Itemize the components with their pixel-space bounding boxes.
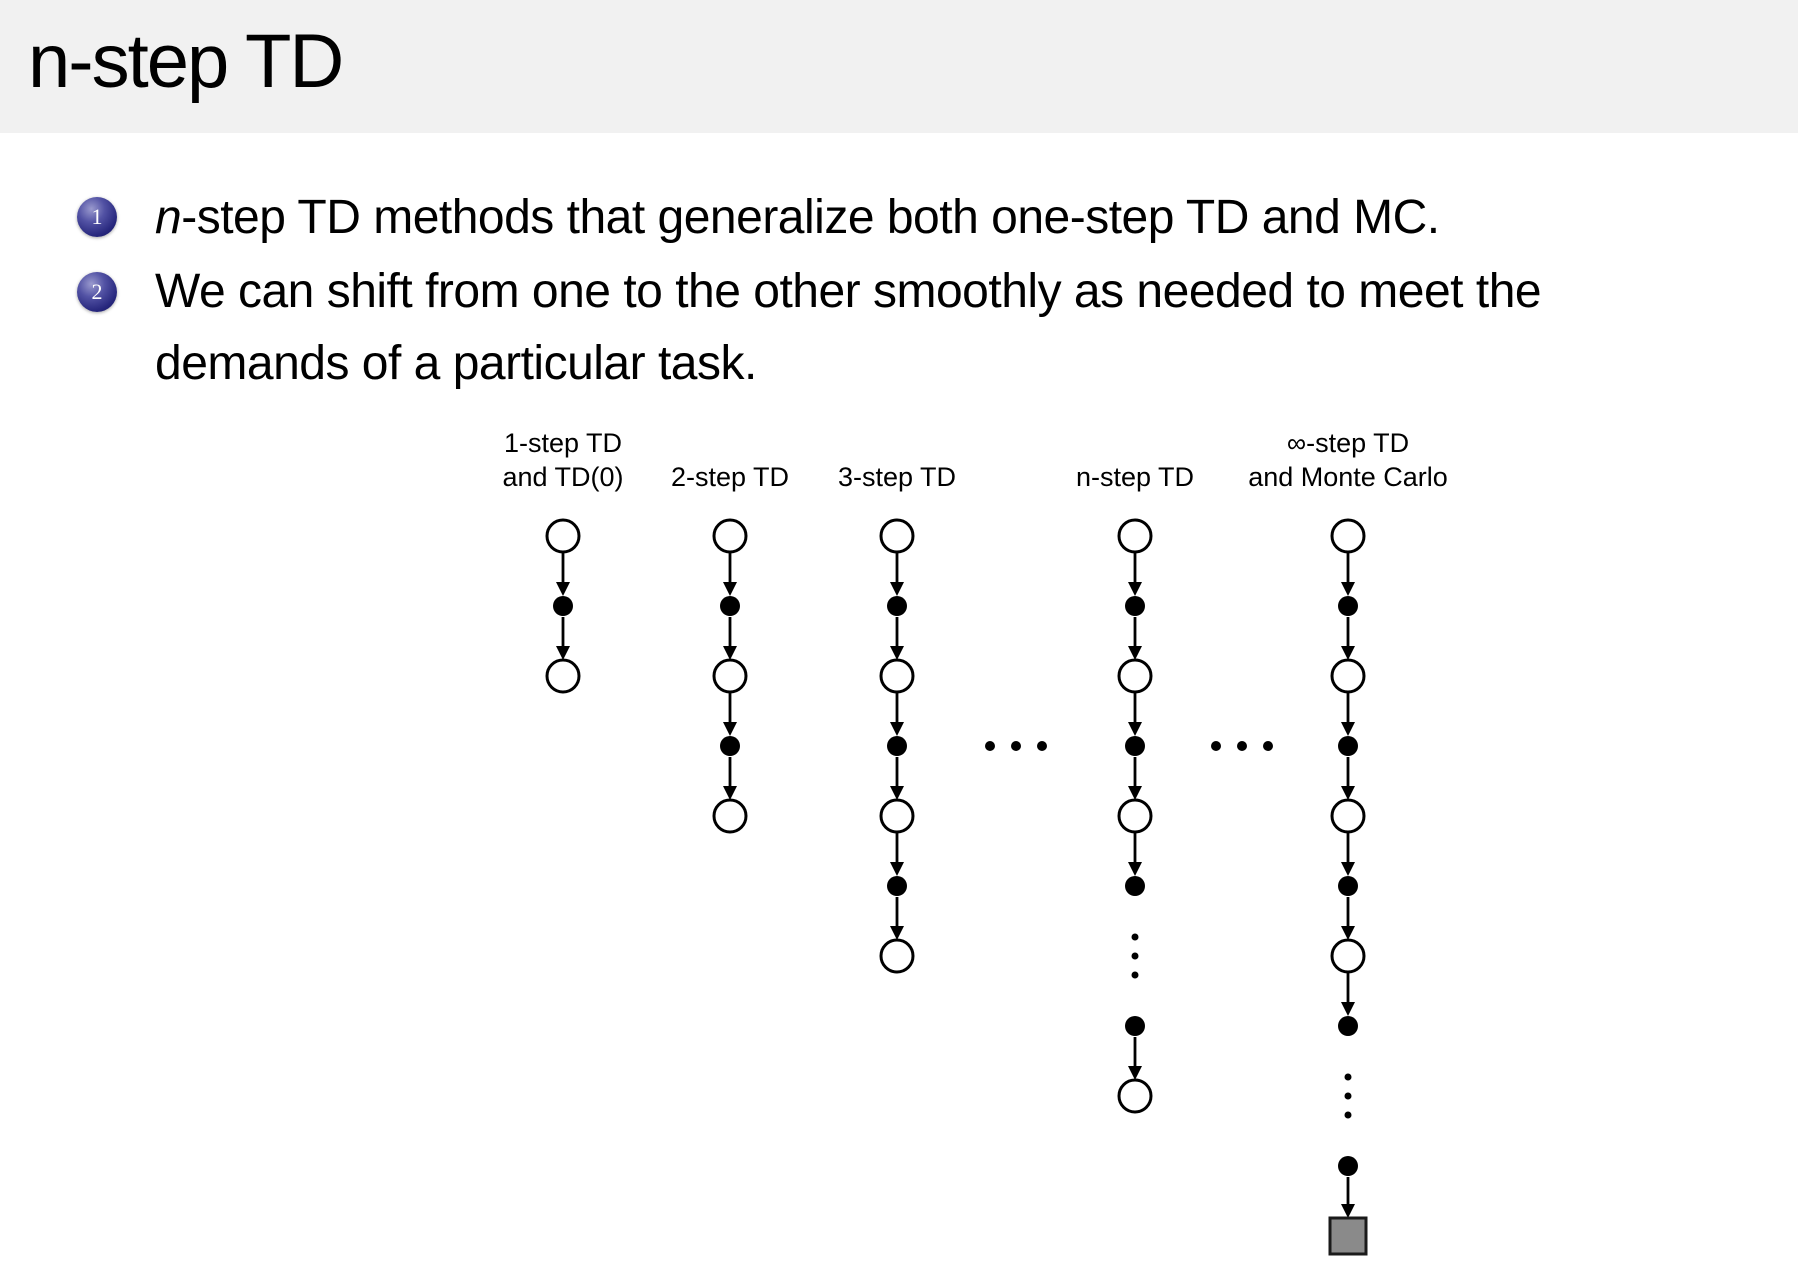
vertical-ellipsis-dot — [1344, 1111, 1352, 1119]
action-node — [1338, 1016, 1358, 1036]
arrow-head — [1341, 646, 1355, 660]
arrow-head — [723, 722, 737, 736]
arrow-head — [1341, 722, 1355, 736]
arrow-head — [890, 582, 904, 596]
vertical-ellipsis-dot — [1131, 952, 1139, 960]
state-node — [879, 798, 915, 834]
state-node — [712, 658, 748, 694]
arrow-head — [890, 722, 904, 736]
arrow-head — [1341, 786, 1355, 800]
arrow-head — [723, 646, 737, 660]
state-node — [712, 518, 748, 554]
state-node — [1117, 518, 1153, 554]
action-node — [1125, 736, 1145, 756]
column-label: 2-step TD — [671, 462, 789, 492]
column-label: ∞-step TD — [1287, 428, 1409, 458]
bullet-ball-2: 2 — [77, 272, 117, 312]
action-node — [1125, 1016, 1145, 1036]
state-node — [1330, 658, 1366, 694]
arrow-head — [723, 786, 737, 800]
column-label: and Monte Carlo — [1248, 462, 1448, 492]
arrow-head — [1341, 926, 1355, 940]
vertical-ellipsis-dot — [1131, 971, 1139, 979]
bullet-number: 2 — [91, 279, 103, 304]
action-node — [1338, 1156, 1358, 1176]
arrow-head — [1341, 582, 1355, 596]
horizontal-ellipsis-dot — [985, 741, 995, 751]
state-node — [879, 658, 915, 694]
vertical-ellipsis-dot — [1344, 1073, 1352, 1081]
arrow-head — [1128, 1066, 1142, 1080]
italic-n: n — [155, 191, 182, 244]
action-node — [1338, 596, 1358, 616]
column-label: 1-step TD — [504, 428, 622, 458]
state-node — [1117, 658, 1153, 694]
arrow-head — [723, 582, 737, 596]
action-node — [887, 596, 907, 616]
arrow-head — [890, 862, 904, 876]
arrow-head — [890, 646, 904, 660]
column-label: and TD(0) — [502, 462, 623, 492]
action-node — [1125, 876, 1145, 896]
arrow-head — [1128, 646, 1142, 660]
state-node — [1330, 798, 1366, 834]
horizontal-ellipsis-dot — [1211, 741, 1221, 751]
action-node — [720, 736, 740, 756]
state-node — [545, 518, 581, 554]
bullet-text-1: n-step TD methods that generalize both o… — [155, 191, 1440, 244]
column-label: 3-step TD — [838, 462, 956, 492]
slide-title: n-step TD — [28, 19, 344, 104]
vertical-ellipsis-dot — [1131, 933, 1139, 941]
horizontal-ellipsis-dot — [1263, 741, 1273, 751]
arrow-head — [1128, 862, 1142, 876]
bullet-text-2-line-2: demands of a particular task. — [155, 337, 757, 390]
action-node — [887, 736, 907, 756]
arrow-head — [1341, 862, 1355, 876]
arrow-head — [890, 926, 904, 940]
state-node — [1117, 798, 1153, 834]
title-bar: n-step TD — [0, 0, 1798, 133]
state-node — [879, 518, 915, 554]
state-node — [1330, 938, 1366, 974]
action-node — [1125, 596, 1145, 616]
action-node — [1338, 876, 1358, 896]
arrow-head — [556, 582, 570, 596]
bullet-number: 1 — [91, 204, 103, 229]
terminal-node — [1328, 1216, 1368, 1256]
arrow-head — [1341, 1002, 1355, 1016]
state-node — [1117, 1078, 1153, 1114]
arrow-head — [1341, 1204, 1355, 1218]
state-node — [1330, 518, 1366, 554]
arrow-head — [1128, 786, 1142, 800]
action-node — [553, 596, 573, 616]
state-node — [545, 658, 581, 694]
action-node — [887, 876, 907, 896]
horizontal-ellipsis-dot — [1037, 741, 1047, 751]
arrow-head — [556, 646, 570, 660]
bullet-text-2-line-1: We can shift from one to the other smoot… — [155, 265, 1542, 318]
action-node — [720, 596, 740, 616]
arrow-head — [1128, 722, 1142, 736]
arrow-head — [1128, 582, 1142, 596]
horizontal-ellipsis-dot — [1237, 741, 1247, 751]
arrow-head — [890, 786, 904, 800]
state-node — [712, 798, 748, 834]
horizontal-ellipsis-dot — [1011, 741, 1021, 751]
vertical-ellipsis-dot — [1344, 1092, 1352, 1100]
bullet-ball-1: 1 — [77, 197, 117, 237]
column-label: n-step TD — [1076, 462, 1194, 492]
state-node — [879, 938, 915, 974]
action-node — [1338, 736, 1358, 756]
